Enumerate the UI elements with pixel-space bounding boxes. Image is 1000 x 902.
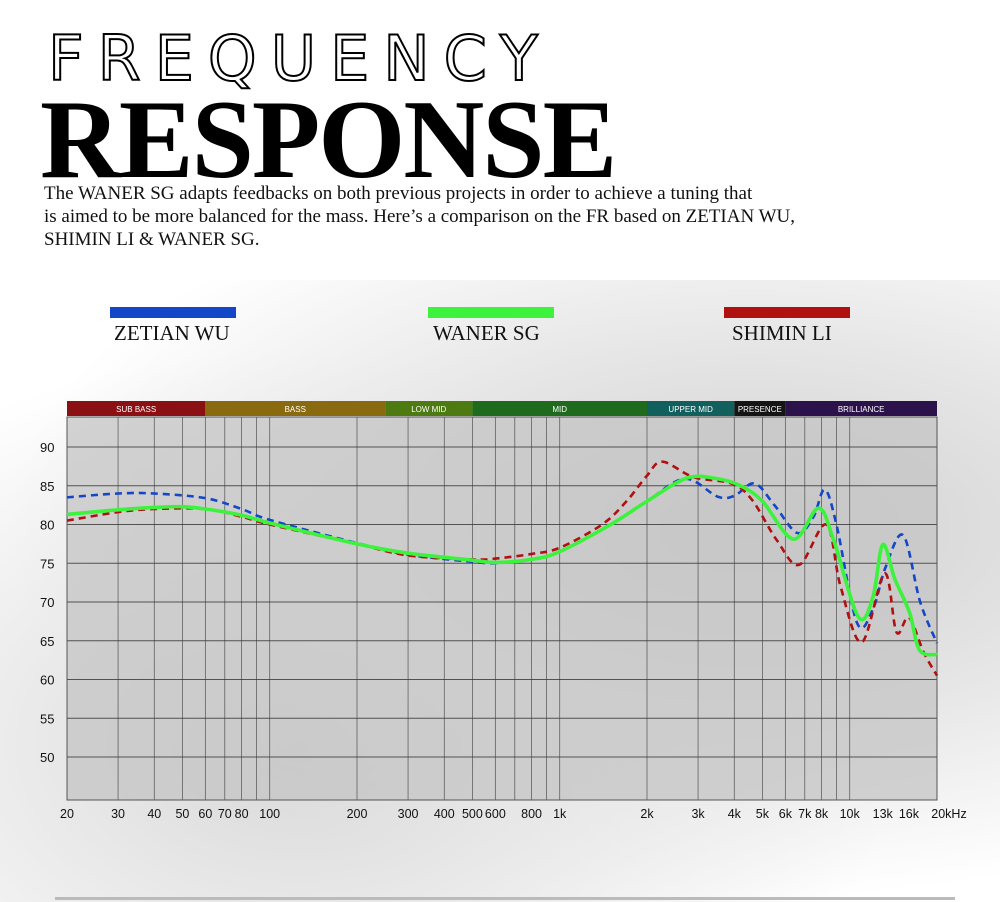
x-tick-label: 600 [485, 807, 506, 821]
legend-item-zetian-wu: ZETIAN WU [110, 307, 250, 346]
y-tick-label: 50 [40, 750, 54, 765]
x-tick-label: 50 [175, 807, 189, 821]
description: The WANER SG adapts feedbacks on both pr… [44, 182, 795, 251]
x-tick-label: 7k [798, 807, 812, 821]
band-low-mid [385, 401, 473, 416]
x-tick-label: 200 [347, 807, 368, 821]
x-tick-label: 13k [873, 807, 894, 821]
y-tick-label: 80 [40, 518, 54, 533]
x-tick-label: 6k [779, 807, 793, 821]
series-line-waner-sg [66, 474, 938, 657]
y-tick-label: 85 [40, 479, 54, 494]
band-brilliance [785, 401, 937, 416]
legend-swatch [110, 307, 236, 318]
band-label: SUB BASS [116, 405, 156, 414]
band-presence [734, 401, 786, 416]
description-line: SHIMIN LI & WANER SG. [44, 229, 260, 250]
band-label: MID [552, 405, 567, 414]
title-frequency: FREQUENCY [47, 22, 552, 95]
legend-item-shimin-li: SHIMIN LI [724, 307, 864, 346]
x-tick-label: 3k [691, 807, 705, 821]
description-line: is aimed to be more balanced for the mas… [44, 206, 796, 227]
x-tick-label: 500 [462, 807, 483, 821]
band-bass [205, 401, 386, 416]
x-tick-label: 1k [553, 807, 567, 821]
x-tick-label: 10k [840, 807, 861, 821]
x-tick-label: 80 [235, 807, 249, 821]
x-tick-label: 300 [398, 807, 419, 821]
legend-item-waner-sg: WANER SG [428, 307, 568, 346]
band-label: LOW MID [411, 405, 446, 414]
y-tick-label: 75 [40, 556, 54, 571]
description-line: The WANER SG adapts feedbacks on both pr… [44, 183, 753, 204]
x-tick-label: 30 [111, 807, 125, 821]
y-tick-label: 65 [40, 634, 54, 649]
legend-swatch [724, 307, 850, 318]
x-tick-label: 40 [147, 807, 161, 821]
legend-label: SHIMIN LI [732, 321, 832, 345]
x-tick-label: 20 [60, 807, 74, 821]
legend-swatch [428, 307, 554, 318]
band-label: BASS [285, 405, 306, 414]
band-sub-bass [67, 401, 206, 416]
x-tick-label: 20kHz [931, 807, 966, 821]
x-tick-label: 2k [640, 807, 654, 821]
band-label: UPPER MID [668, 405, 713, 414]
y-tick-label: 70 [40, 595, 54, 610]
y-tick-label: 60 [40, 673, 54, 688]
y-tick-label: 90 [40, 440, 54, 455]
y-tick-label: 55 [40, 711, 54, 726]
band-mid [472, 401, 647, 416]
x-tick-label: 60 [198, 807, 212, 821]
band-label: BRILLIANCE [838, 405, 885, 414]
divider [55, 897, 955, 900]
legend-label: ZETIAN WU [114, 321, 230, 345]
x-tick-label: 4k [728, 807, 742, 821]
band-upper-mid [647, 401, 735, 416]
band-label: PRESENCE [738, 405, 782, 414]
plot-area [67, 417, 937, 800]
x-tick-label: 800 [521, 807, 542, 821]
x-tick-label: 8k [815, 807, 829, 821]
title-response: RESPONSE [40, 78, 617, 202]
x-tick-label: 5k [756, 807, 770, 821]
x-tick-label: 16k [899, 807, 920, 821]
x-tick-label: 70 [218, 807, 232, 821]
plot-border [66, 416, 938, 801]
x-tick-label: 400 [434, 807, 455, 821]
legend-label: WANER SG [433, 321, 540, 345]
x-tick-label: 100 [259, 807, 280, 821]
